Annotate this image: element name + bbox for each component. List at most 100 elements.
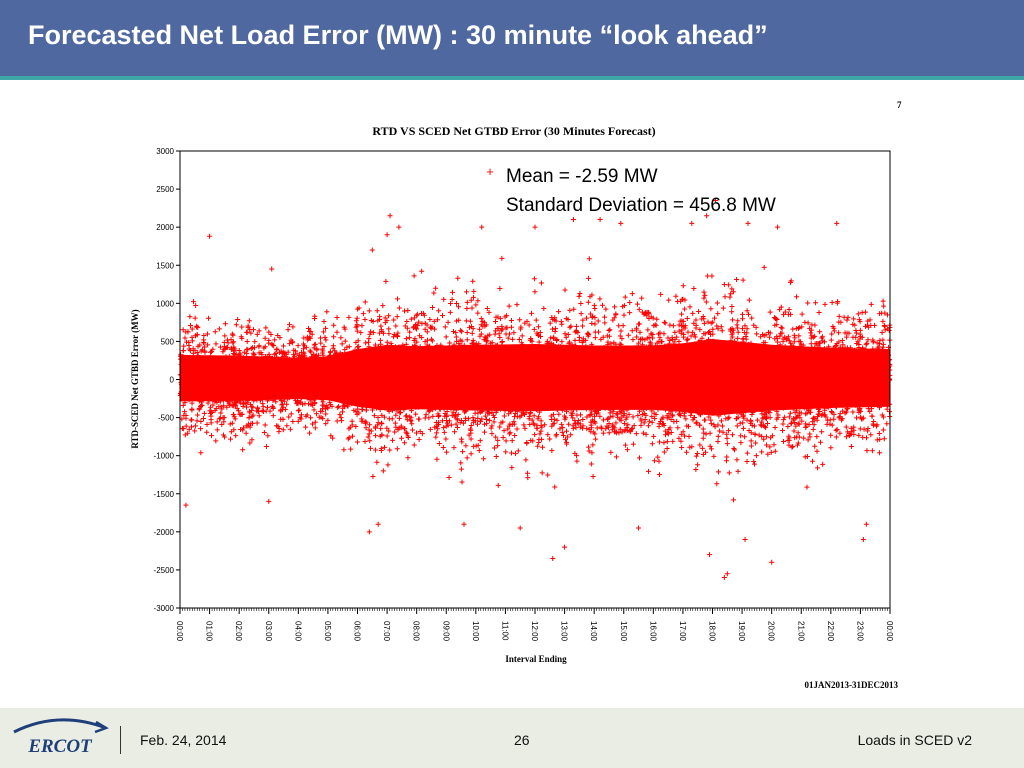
data-point xyxy=(447,309,453,315)
data-point xyxy=(580,317,586,323)
data-point xyxy=(454,301,460,307)
data-point xyxy=(386,313,392,319)
data-point xyxy=(288,411,294,417)
data-point xyxy=(670,438,676,444)
data-point xyxy=(487,417,493,423)
data-point xyxy=(366,308,372,314)
data-point xyxy=(535,324,541,330)
data-point xyxy=(338,335,344,341)
data-point xyxy=(701,295,707,301)
data-point xyxy=(723,416,729,422)
data-point xyxy=(456,304,462,310)
data-point xyxy=(630,414,636,420)
data-point xyxy=(688,412,694,418)
data-point xyxy=(270,413,276,419)
data-point xyxy=(486,309,492,315)
data-point xyxy=(188,424,194,430)
data-point xyxy=(399,435,405,441)
data-point xyxy=(833,427,839,433)
data-point xyxy=(276,429,282,435)
data-point xyxy=(301,335,307,341)
data-point xyxy=(767,415,773,421)
data-point xyxy=(833,434,839,440)
data-point xyxy=(618,410,624,416)
data-point xyxy=(658,418,664,424)
data-point xyxy=(553,431,559,437)
data-point xyxy=(360,311,366,317)
data-point xyxy=(759,433,765,439)
data-point xyxy=(724,435,730,441)
data-point xyxy=(452,414,458,420)
data-point xyxy=(539,470,545,476)
data-point xyxy=(285,349,291,355)
data-point xyxy=(641,420,647,426)
data-point xyxy=(303,424,309,430)
data-point xyxy=(636,455,642,461)
data-point xyxy=(518,326,524,332)
data-point xyxy=(634,301,640,307)
data-point xyxy=(522,425,528,431)
data-point xyxy=(636,306,642,312)
data-point xyxy=(598,336,604,342)
data-point xyxy=(463,443,469,449)
data-point xyxy=(578,412,584,418)
data-point xyxy=(772,322,778,328)
data-point xyxy=(705,273,711,279)
data-point xyxy=(652,416,658,422)
data-point xyxy=(248,330,254,336)
data-point xyxy=(492,318,498,324)
data-point xyxy=(627,300,633,306)
data-point xyxy=(261,430,267,436)
data-point xyxy=(780,338,786,344)
data-point xyxy=(346,344,352,350)
data-point xyxy=(680,283,686,289)
data-point xyxy=(367,438,373,444)
data-point xyxy=(213,406,219,412)
data-point xyxy=(600,417,606,423)
data-point xyxy=(682,433,688,439)
data-point xyxy=(250,412,256,418)
data-point xyxy=(605,416,611,422)
data-point xyxy=(189,417,195,423)
data-point xyxy=(649,419,655,425)
data-point xyxy=(692,334,698,340)
data-point xyxy=(735,325,741,331)
data-point xyxy=(458,466,464,472)
data-point xyxy=(877,311,883,317)
data-point xyxy=(640,430,646,436)
data-point xyxy=(321,319,327,325)
data-point xyxy=(740,425,746,431)
data-point xyxy=(664,446,670,452)
data-point xyxy=(233,433,239,439)
data-point xyxy=(621,303,627,309)
data-point xyxy=(468,297,474,303)
data-point xyxy=(196,407,202,413)
data-point xyxy=(697,442,703,448)
data-point xyxy=(792,420,798,426)
data-point xyxy=(254,420,260,426)
data-point xyxy=(765,421,771,427)
data-point xyxy=(470,415,476,421)
data-point xyxy=(431,318,437,324)
data-point xyxy=(816,411,822,417)
data-point xyxy=(648,341,654,347)
data-point xyxy=(715,439,721,445)
data-point xyxy=(593,436,599,442)
data-point xyxy=(270,342,276,348)
data-point xyxy=(534,425,540,431)
data-point xyxy=(679,327,685,333)
data-point xyxy=(514,302,520,308)
data-point xyxy=(229,403,235,409)
data-point xyxy=(635,413,641,419)
data-point xyxy=(762,424,768,430)
data-point xyxy=(693,453,699,459)
data-point xyxy=(448,300,454,306)
data-point xyxy=(870,339,876,345)
data-point xyxy=(861,426,867,432)
data-point xyxy=(194,350,200,356)
data-point xyxy=(346,314,352,320)
data-point xyxy=(867,317,873,323)
data-point xyxy=(370,473,376,479)
data-point xyxy=(455,425,461,431)
data-point xyxy=(880,318,886,324)
